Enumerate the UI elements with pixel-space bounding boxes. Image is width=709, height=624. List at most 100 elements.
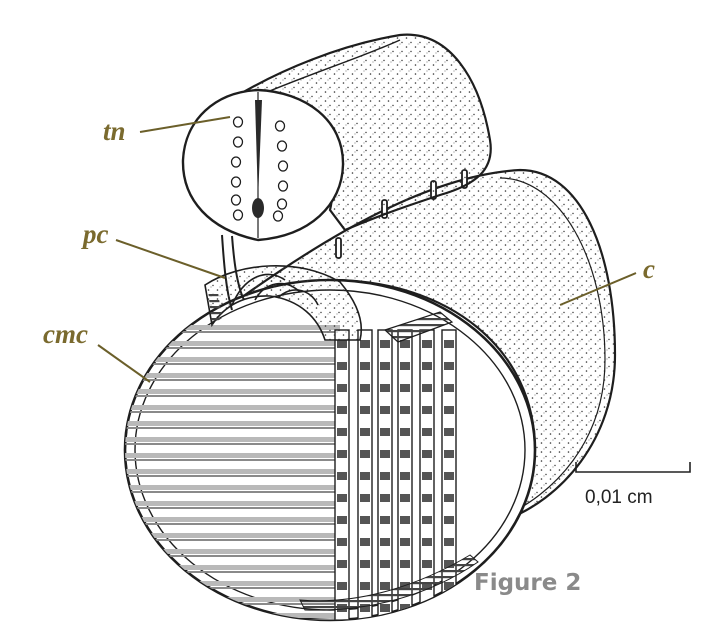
striation-band [125, 389, 340, 394]
striation-line [125, 475, 340, 477]
column-band [400, 604, 410, 612]
column-band [422, 494, 432, 502]
column-band [360, 472, 370, 480]
column-band [360, 450, 370, 458]
column-band [444, 450, 454, 458]
striation-band [125, 373, 340, 378]
column-band [337, 472, 347, 480]
column-band [444, 472, 454, 480]
column-band [360, 494, 370, 502]
column-band [400, 516, 410, 524]
terminal-nerve-face [181, 88, 345, 242]
column-band [444, 406, 454, 414]
column-band [380, 604, 390, 612]
striation-line [125, 411, 340, 413]
column-band [360, 560, 370, 568]
striation-line [125, 491, 340, 493]
terminal-nerve [181, 33, 492, 311]
striation-band [125, 549, 340, 554]
label-tn-group: tn [103, 116, 231, 146]
striation-band [125, 453, 340, 458]
column-band [444, 604, 454, 612]
striation-band [125, 597, 340, 602]
column-band [337, 428, 347, 436]
column-band [422, 516, 432, 524]
column-band [337, 516, 347, 524]
column-band [380, 406, 390, 414]
scale-bar-label: 0,01 cm [585, 487, 653, 508]
column-band [422, 472, 432, 480]
label-c: c [643, 254, 655, 284]
column-band [444, 582, 454, 590]
end-plate-fold-3 [277, 289, 319, 306]
column-band [422, 406, 432, 414]
end-plate [204, 264, 363, 341]
striation-band [125, 533, 340, 538]
column-band [444, 538, 454, 546]
column-band [422, 362, 432, 370]
column-band [444, 384, 454, 392]
striation-band [125, 357, 340, 362]
label-pc-group: pc [81, 219, 226, 279]
vesicle [230, 176, 242, 188]
column-band [337, 406, 347, 414]
vesicle [232, 116, 244, 128]
column-band [444, 516, 454, 524]
striation-line [125, 571, 340, 573]
column-band [444, 340, 454, 348]
vesicle [230, 156, 242, 168]
striation-line [125, 443, 340, 445]
striation-line [125, 539, 340, 541]
column-band [337, 384, 347, 392]
striation-band [125, 581, 340, 586]
column-band [380, 516, 390, 524]
column-band [380, 472, 390, 480]
column-band [360, 538, 370, 546]
synaptic-vesicles [230, 116, 289, 222]
column-band [380, 560, 390, 568]
label-cmc-group: cmc [43, 319, 151, 383]
label-pc: pc [81, 219, 109, 249]
column-band [380, 384, 390, 392]
column-band [400, 494, 410, 502]
column-band [400, 538, 410, 546]
striation-line [125, 347, 340, 349]
column-band [422, 560, 432, 568]
column-band [337, 560, 347, 568]
column-band [380, 582, 390, 590]
end-plate-fold-1 [231, 273, 286, 306]
column-band [400, 472, 410, 480]
leader-c [559, 272, 637, 306]
striation-line [125, 523, 340, 525]
striation-line [125, 555, 340, 557]
vesicle [277, 180, 289, 192]
striation-band [125, 485, 340, 490]
column-band [400, 340, 410, 348]
vesicle [230, 194, 242, 206]
leader-cmc [97, 344, 151, 383]
column-band [444, 428, 454, 436]
striation-line [125, 379, 340, 381]
column-band [360, 384, 370, 392]
column-band [360, 340, 370, 348]
label-c-group: c [559, 254, 655, 306]
column-band [422, 340, 432, 348]
column-band [380, 494, 390, 502]
column-band [360, 516, 370, 524]
column-band [360, 582, 370, 590]
striation-line [125, 331, 340, 333]
column-band [380, 362, 390, 370]
column-band [444, 362, 454, 370]
cylinder-rim-shadow [499, 177, 606, 519]
striation-band [125, 325, 340, 330]
muscle-fiber-cylinder [123, 168, 617, 622]
striation-line [125, 363, 340, 365]
column-band [380, 450, 390, 458]
column-band [422, 538, 432, 546]
vesicle [232, 209, 244, 221]
striation-line [125, 459, 340, 461]
column-band [337, 582, 347, 590]
label-tn: tn [103, 116, 126, 146]
vesicle [272, 210, 284, 222]
